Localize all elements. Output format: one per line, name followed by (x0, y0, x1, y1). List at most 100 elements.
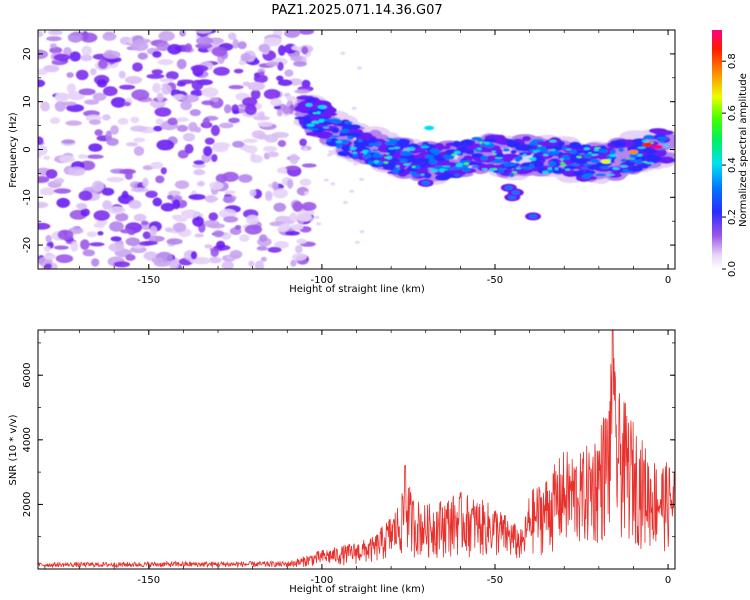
noise-blob (53, 53, 71, 62)
signal-blob (431, 169, 439, 173)
chart-title: PAZ1.2025.071.14.36.G07 (271, 3, 442, 18)
noise-blob (164, 227, 173, 233)
signal-blob (331, 127, 340, 134)
noise-blob (56, 197, 70, 208)
noise-blob (44, 263, 52, 269)
noise-blob (49, 46, 63, 54)
noise-blob (86, 231, 97, 238)
noise-blob (250, 155, 263, 163)
signal-blob (559, 162, 566, 164)
signal-blob (529, 163, 535, 168)
signal-blob (453, 150, 461, 155)
noise-blob (184, 43, 193, 52)
noise-blob (101, 187, 115, 196)
signal-blob (594, 147, 599, 152)
signal-blob (516, 168, 533, 174)
noise-blob (285, 231, 300, 236)
noise-blob (192, 163, 206, 169)
noise-blob (299, 178, 312, 186)
signal-blob (385, 153, 390, 155)
noise-blob (110, 97, 127, 108)
noise-blob (50, 117, 60, 124)
noise-blob (244, 104, 257, 116)
noise-blob (155, 175, 165, 184)
noise-blob (174, 217, 188, 222)
signal-blob (420, 173, 425, 176)
signal-blob (521, 166, 533, 170)
noise-blob (290, 223, 304, 231)
signal-blob (628, 166, 643, 173)
colorbar-tick-label: 0.8 (727, 53, 738, 69)
noise-blob (153, 125, 163, 132)
noise-blob (53, 177, 65, 184)
noise-blob (88, 143, 103, 152)
noise-blob (180, 100, 192, 111)
noise-blob (201, 87, 219, 98)
noise-blob (172, 222, 187, 233)
signal-blob (573, 170, 585, 177)
noise-blob (201, 100, 215, 106)
noise-blob (265, 61, 279, 67)
noise-blob (92, 92, 107, 101)
signal-blob (551, 149, 556, 152)
signal-blob (371, 149, 380, 152)
x-tick-label: 0 (665, 575, 671, 586)
signal-hotspot (642, 142, 653, 147)
signal-blob (583, 147, 590, 151)
noise-blob (43, 253, 56, 260)
signal-blob (559, 158, 565, 161)
signal-blob (599, 166, 611, 169)
noise-blob (208, 256, 222, 264)
signal-blob (620, 158, 627, 162)
spectrogram-x-ticks: -150 -100 -50 0 (44, 30, 671, 286)
noise-blob (263, 89, 281, 100)
signal-blob (427, 167, 435, 170)
colorbar: 0.0 0.2 0.4 0.6 0.8 Normalized spectral ampl… (712, 30, 749, 277)
noise-blob (156, 139, 175, 151)
noise-blob (176, 82, 186, 87)
signal-blob (329, 138, 339, 143)
signal-blob (457, 141, 473, 146)
noise-blob (75, 69, 89, 81)
signal-blob (442, 165, 451, 168)
signal-blob (641, 139, 650, 143)
noise-blob (210, 248, 219, 257)
signal-blob (376, 142, 382, 146)
noise-blob (106, 176, 125, 183)
noise-blob (38, 145, 48, 156)
noise-blob (102, 200, 112, 210)
noise-blob (237, 41, 247, 50)
noise-blob (103, 86, 118, 97)
signal-blob (388, 147, 395, 150)
signal-blob (608, 154, 617, 157)
signal-blob (372, 153, 383, 158)
signal-blob (625, 158, 631, 160)
noise-blob (182, 132, 196, 142)
noise-blob (240, 53, 251, 62)
noise-blob (93, 210, 110, 221)
signal-blob (304, 116, 311, 124)
signal-blob (420, 146, 430, 148)
noise-blob (167, 194, 174, 200)
signal-blob (607, 172, 622, 178)
noise-blob (192, 216, 205, 227)
x-tick-label: 0 (665, 275, 671, 286)
signal-blob (548, 161, 557, 167)
noise-blob (260, 256, 267, 262)
noise-blob (277, 79, 293, 86)
noise-blob (211, 46, 228, 57)
noise-blob (213, 66, 230, 76)
noise-blob (70, 241, 79, 252)
noise-blob (43, 64, 60, 73)
noise-blob (38, 31, 44, 38)
noise-blob (151, 257, 164, 264)
noise-blob (290, 55, 303, 62)
signal-hotspot (600, 159, 611, 164)
signal-blob (399, 158, 408, 163)
noise-blob (242, 138, 258, 143)
x-tick-label: -150 (137, 275, 160, 286)
noise-blob (142, 165, 154, 171)
signal-blob (569, 149, 577, 154)
noise-blob (45, 169, 58, 179)
signal-blob (432, 150, 439, 156)
